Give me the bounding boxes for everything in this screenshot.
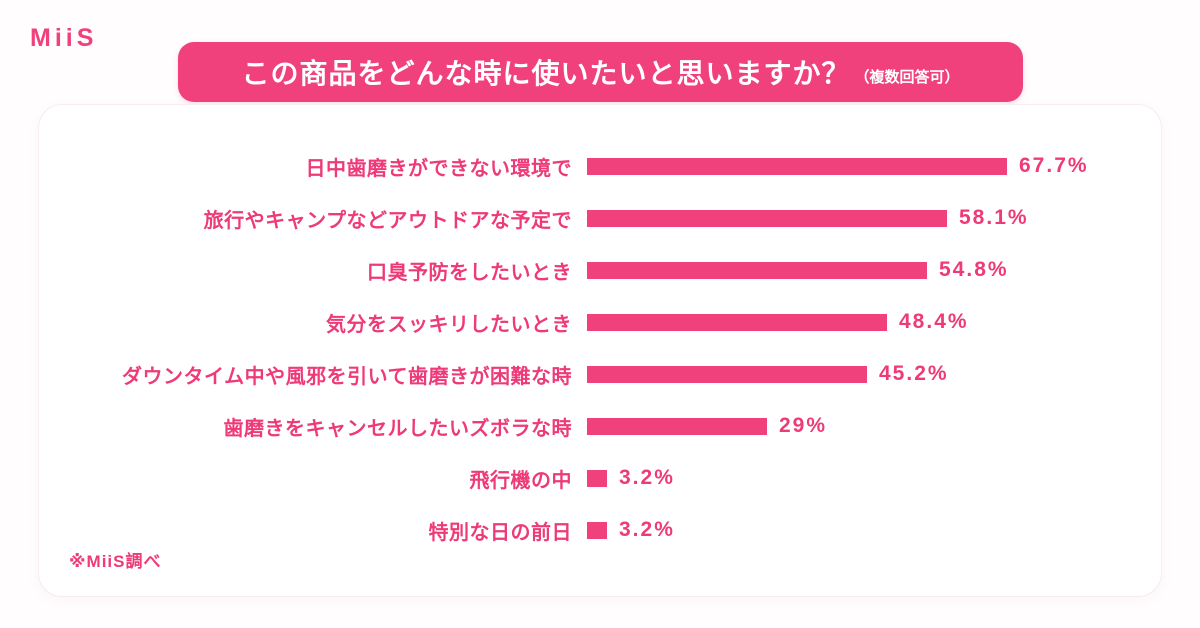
value-label: 48.4% bbox=[899, 310, 969, 333]
value-label: 3.2% bbox=[619, 518, 675, 541]
category-label: 口臭予防をしたいとき bbox=[367, 261, 572, 284]
value-label: 45.2% bbox=[879, 362, 949, 385]
source-note: ※MiiS調べ bbox=[69, 552, 162, 571]
chart-row: 歯磨きをキャンセルしたいズボラな時 29% bbox=[39, 400, 1161, 452]
value-label: 54.8% bbox=[939, 258, 1009, 281]
chart-row: 飛行機の中 3.2% bbox=[39, 452, 1161, 504]
value-label: 3.2% bbox=[619, 466, 675, 489]
bar bbox=[587, 521, 607, 539]
category-label: 歯磨きをキャンセルしたいズボラな時 bbox=[223, 417, 572, 440]
bar bbox=[587, 261, 927, 279]
question-title: この商品をどんな時に使いたいと思いますか？ bbox=[241, 58, 851, 89]
chart-row: 旅行やキャンプなどアウトドアな予定で 58.1% bbox=[39, 192, 1161, 244]
category-label: 旅行やキャンプなどアウトドアな予定で bbox=[203, 209, 572, 232]
bar bbox=[587, 469, 607, 487]
value-label: 29% bbox=[779, 414, 828, 437]
category-label: 特別な日の前日 bbox=[428, 521, 572, 544]
chart-row: 特別な日の前日 3.2% bbox=[39, 504, 1161, 556]
category-label: 気分をスッキリしたいとき bbox=[326, 313, 572, 336]
category-label: 日中歯磨きができない環境で bbox=[305, 157, 572, 180]
chart-row: 口臭予防をしたいとき 54.8% bbox=[39, 244, 1161, 296]
bar bbox=[587, 157, 1007, 175]
value-label: 58.1% bbox=[959, 206, 1029, 229]
category-label: 飛行機の中 bbox=[469, 469, 572, 492]
category-label: ダウンタイム中や風邪を引いて歯磨きが困難な時 bbox=[122, 365, 572, 388]
chart-rows: 日中歯磨きができない環境で 67.7% 旅行やキャンプなどアウトドアな予定で 5… bbox=[39, 140, 1161, 556]
chart-row: 日中歯磨きができない環境で 67.7% bbox=[39, 140, 1161, 192]
bar bbox=[587, 365, 867, 383]
chart-card: 日中歯磨きができない環境で 67.7% 旅行やキャンプなどアウトドアな予定で 5… bbox=[38, 104, 1162, 597]
brand-logo: MiiS bbox=[30, 24, 98, 52]
bar bbox=[587, 417, 767, 435]
bar bbox=[587, 209, 947, 227]
question-note: （複数回答可） bbox=[854, 68, 960, 86]
chart-row: 気分をスッキリしたいとき 48.4% bbox=[39, 296, 1161, 348]
value-label: 67.7% bbox=[1019, 154, 1089, 177]
question-banner: この商品をどんな時に使いたいと思いますか？ （複数回答可） bbox=[178, 42, 1023, 102]
bar bbox=[587, 313, 887, 331]
chart-row: ダウンタイム中や風邪を引いて歯磨きが困難な時 45.2% bbox=[39, 348, 1161, 400]
